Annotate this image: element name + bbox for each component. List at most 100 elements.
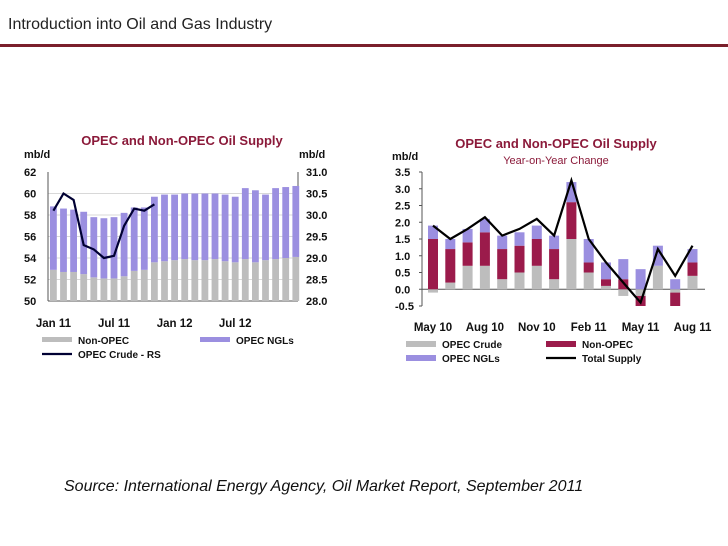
left-y-tick-label-right: 28.5: [306, 275, 327, 287]
right-y-tick-label: 1.5: [395, 234, 410, 246]
bar-non-opec: [171, 260, 178, 301]
bar-opec-ngls-change: [652, 245, 663, 266]
left-chart-title: OPEC and Non-OPEC Oil Supply: [81, 133, 283, 148]
bar-non-opec: [60, 271, 67, 301]
bar-non-opec-change: [514, 245, 525, 273]
right-x-tick-label: Aug 11: [674, 322, 712, 334]
bar-opec-ngls: [181, 193, 189, 260]
bar-non-opec-change: [462, 242, 473, 266]
bar-opec-ngls: [90, 217, 98, 278]
bar-opec-ngls-change: [670, 279, 681, 290]
bar-opec-ngls: [171, 194, 178, 261]
right-x-tick-label: May 10: [414, 322, 452, 334]
bar-non-opec-change: [479, 232, 490, 266]
bar-non-opec: [70, 271, 77, 301]
bar-opec-ngls-change: [497, 235, 508, 250]
bar-non-opec: [140, 269, 148, 301]
left-y-tick-label-right: 30.5: [306, 189, 327, 201]
bar-non-opec: [100, 278, 108, 301]
bar-opec-ngls-change: [635, 269, 646, 290]
bar-non-opec: [272, 259, 279, 301]
right-x-tick-label: Nov 10: [518, 322, 556, 334]
bar-non-opec-change: [531, 239, 542, 266]
bar-non-opec: [120, 276, 128, 301]
line-opec-crude-rs: [52, 191, 155, 260]
left-y-axis-label-right: mb/d: [299, 149, 325, 161]
legend-swatch-non-opec: [42, 337, 72, 342]
bar-non-opec-change: [445, 249, 456, 283]
right-y-tick-label: -0.5: [395, 301, 414, 313]
left-x-tick-label: Jul 11: [98, 318, 131, 330]
bar-opec-ngls-change: [549, 235, 560, 250]
bar-opec-crude: [601, 285, 611, 290]
bar-opec-ngls: [211, 193, 219, 260]
bar-non-opec: [262, 260, 269, 301]
left-y-tick-label: 58: [24, 210, 36, 222]
bar-opec-crude: [670, 289, 681, 293]
bar-opec-ngls: [110, 217, 118, 279]
right-x-tick-label: Aug 10: [466, 322, 504, 334]
bar-non-opec: [231, 262, 239, 301]
right-chart-subtitle: Year-on-Year Change: [503, 155, 609, 167]
bar-opec-crude: [497, 279, 508, 290]
bar-opec-crude: [445, 282, 456, 290]
bar-opec-ngls: [140, 207, 148, 270]
bar-non-opec: [252, 262, 259, 301]
bar-opec-ngls: [231, 196, 239, 263]
bar-non-opec: [161, 261, 168, 301]
bar-non-opec-change: [583, 262, 594, 273]
right-y-tick-label: 3.5: [395, 167, 410, 179]
bar-opec-ngls: [282, 187, 290, 258]
right-y-tick-label: 3.0: [395, 184, 410, 196]
legend-label-opec-crude-rs: OPEC Crude - RS: [78, 350, 161, 361]
bar-opec-crude: [687, 275, 698, 290]
bar-opec-ngls-change: [566, 182, 577, 203]
bar-opec-ngls: [262, 194, 269, 261]
legend-label-total-supply: Total Supply: [582, 354, 642, 365]
left-y-tick-label: 52: [24, 275, 36, 287]
right-chart-title: OPEC and Non-OPEC Oil Supply: [455, 136, 657, 151]
bar-opec-ngls: [50, 206, 57, 270]
bar-opec-ngls-change: [479, 218, 490, 233]
left-y-tick-label: 54: [24, 253, 37, 265]
left-y-tick-label-right: 29.5: [306, 232, 327, 244]
left-y-tick-label-right: 28.0: [306, 296, 327, 308]
left-x-tick-label: Jul 12: [219, 318, 252, 330]
bar-opec-ngls: [151, 196, 158, 263]
bar-non-opec: [292, 256, 300, 301]
bar-opec-crude: [531, 265, 542, 290]
bar-non-opec-change: [549, 249, 560, 280]
bar-opec-ngls-change: [445, 239, 456, 250]
legend-label-opec-ngls-change: OPEC NGLs: [442, 354, 500, 365]
bar-opec-crude: [462, 265, 473, 290]
right-x-tick-label: Feb 11: [571, 322, 607, 334]
bar-opec-ngls-change: [687, 249, 698, 263]
page-title: Introduction into Oil and Gas Industry: [8, 16, 273, 33]
left-y-tick-label: 62: [24, 167, 36, 179]
bar-opec-ngls-change: [601, 262, 611, 280]
bar-non-opec-change: [497, 249, 508, 280]
bar-non-opec: [50, 269, 57, 301]
left-y-axis-label: mb/d: [24, 149, 50, 161]
bar-non-opec: [221, 261, 229, 301]
bar-non-opec: [211, 259, 219, 301]
legend-swatch-non-opec-change: [546, 341, 576, 347]
legend-label-opec-crude: OPEC Crude: [442, 340, 502, 351]
legend-swatch-opec-ngls: [200, 337, 230, 342]
bar-opec-ngls: [130, 207, 138, 271]
left-y-tick-label-right: 30.0: [306, 210, 327, 222]
bar-opec-ngls: [70, 209, 77, 272]
bar-opec-ngls: [60, 208, 67, 272]
left-y-tick-label: 60: [24, 189, 36, 201]
bar-opec-crude: [618, 289, 629, 296]
bar-opec-crude: [428, 289, 438, 293]
bar-non-opec-change: [670, 292, 681, 306]
right-y-tick-label: 0.5: [395, 268, 410, 280]
bar-non-opec: [191, 260, 199, 301]
bar-opec-crude: [635, 289, 646, 296]
bar-opec-ngls: [252, 190, 259, 263]
left-x-tick-label: Jan 12: [157, 318, 193, 330]
bar-opec-ngls: [241, 188, 249, 260]
left-y-tick-label: 50: [24, 296, 36, 308]
